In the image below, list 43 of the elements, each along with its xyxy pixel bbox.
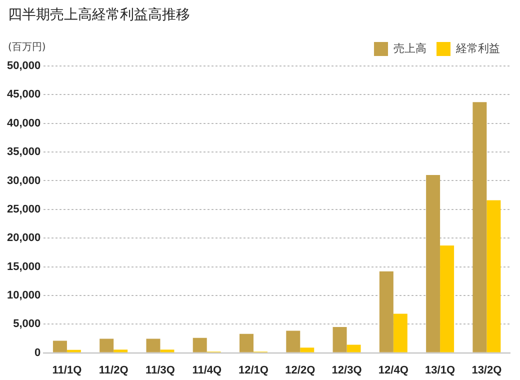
y-tick-label: 10,000 bbox=[6, 289, 41, 302]
y-tick-label: 20,000 bbox=[6, 232, 41, 244]
bar bbox=[472, 102, 487, 352]
bar bbox=[332, 326, 347, 352]
y-tick-label: 45,000 bbox=[6, 88, 41, 101]
y-tick-label: 50,000 bbox=[6, 60, 41, 72]
y-tick-label: 35,000 bbox=[6, 146, 41, 158]
bar bbox=[379, 271, 394, 352]
x-tick-label: 12/1Q bbox=[238, 364, 269, 376]
bar bbox=[426, 174, 440, 352]
chart-title: 四半期売上高経常利益高推移 bbox=[8, 6, 190, 24]
bar bbox=[114, 350, 128, 352]
y-tick-label: 40,000 bbox=[6, 117, 41, 130]
bar bbox=[240, 334, 254, 352]
bar bbox=[300, 348, 314, 352]
x-tick-label: 12/4Q bbox=[378, 364, 409, 376]
bar bbox=[146, 338, 160, 352]
bar bbox=[160, 350, 174, 352]
x-tick-label: 12/3Q bbox=[332, 364, 362, 376]
y-tick-label: 15,000 bbox=[6, 260, 41, 273]
x-tick-label: 11/4Q bbox=[192, 364, 222, 376]
x-tick-label: 11/3Q bbox=[146, 364, 176, 376]
y-tick-label: 30,000 bbox=[6, 174, 41, 187]
y-axis-title: (百万円) bbox=[8, 41, 46, 54]
y-tick-label: 5,000 bbox=[13, 318, 41, 330]
bar bbox=[100, 338, 114, 352]
x-tick-label: 13/2Q bbox=[472, 364, 502, 376]
bar bbox=[440, 246, 454, 352]
bar bbox=[52, 340, 67, 352]
bar bbox=[66, 350, 81, 352]
bar bbox=[346, 344, 361, 352]
x-tick-label: 11/1Q bbox=[52, 364, 82, 376]
x-tick-label: 12/2Q bbox=[285, 364, 316, 376]
legend-label: 売上高 bbox=[394, 42, 426, 56]
y-tick-label: 25,000 bbox=[6, 203, 41, 216]
bar bbox=[393, 314, 408, 352]
bar bbox=[486, 200, 501, 352]
bar bbox=[192, 338, 207, 352]
y-tick-label: 0 bbox=[34, 346, 41, 359]
x-tick-label: 11/2Q bbox=[98, 364, 129, 376]
x-tick-label: 13/1Q bbox=[425, 364, 456, 376]
legend-label: 経常利益 bbox=[455, 42, 500, 56]
bar bbox=[286, 330, 300, 352]
